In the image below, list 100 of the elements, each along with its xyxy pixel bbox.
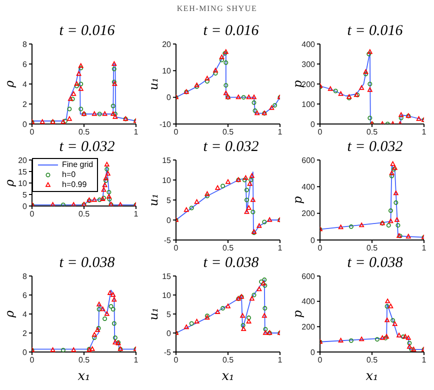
y-tick-label: 0	[166, 216, 172, 225]
point	[66, 116, 72, 121]
point	[78, 63, 84, 68]
point	[213, 68, 218, 73]
point	[78, 106, 84, 112]
point	[50, 202, 56, 206]
chart-title: t = 0.032	[346, 138, 404, 156]
chart-title: t = 0.016	[202, 22, 260, 40]
point	[249, 296, 254, 301]
point	[102, 111, 108, 116]
point	[267, 217, 272, 222]
point	[338, 91, 344, 96]
point	[246, 94, 252, 100]
point	[348, 224, 354, 229]
point	[97, 198, 102, 202]
x-tick-label: 1	[134, 210, 139, 219]
point	[394, 200, 398, 205]
point	[184, 207, 189, 212]
point	[104, 178, 108, 183]
x-tick-label: 0	[30, 356, 35, 365]
point	[389, 170, 394, 176]
y-tick-label: 0	[166, 93, 172, 102]
y-tick-label: 100	[302, 100, 316, 109]
chart-title: t = 0.016	[346, 22, 404, 40]
y-tick-label: 0	[22, 120, 28, 129]
point	[262, 306, 268, 311]
y-tick-label: -10	[159, 120, 172, 129]
x-tick-label: 0.5	[222, 244, 234, 253]
legend-label: Fine grid	[62, 160, 94, 170]
y-tick-label: 200	[302, 322, 316, 332]
y-tick-label: 6	[22, 60, 28, 69]
x-tick-label: 0.5	[366, 128, 378, 137]
y-tick-label: 2	[22, 328, 28, 338]
y-tick-label: 5	[22, 190, 28, 200]
y-axis-title: u₁	[146, 308, 160, 320]
point	[411, 346, 416, 352]
x-tick-label: 1	[278, 244, 283, 253]
point	[390, 174, 394, 178]
y-tick-label: 10	[162, 290, 172, 300]
point	[112, 321, 116, 326]
point	[338, 338, 344, 342]
point	[250, 210, 256, 214]
point	[363, 69, 368, 74]
point	[407, 340, 412, 346]
point	[108, 290, 112, 295]
point	[194, 318, 200, 324]
point	[256, 286, 262, 292]
point	[348, 338, 354, 343]
y-tick-label: 0	[22, 348, 28, 357]
point	[213, 71, 218, 76]
point	[92, 332, 97, 337]
y-tick-label: 15	[162, 272, 172, 281]
point	[272, 103, 278, 108]
point	[220, 184, 226, 188]
point	[392, 167, 396, 172]
point	[252, 94, 256, 100]
y-tick-label: 2	[22, 100, 28, 109]
y-tick-label: 4	[22, 80, 28, 89]
y-tick-label: 15	[162, 156, 172, 165]
point	[367, 49, 372, 54]
point	[104, 166, 110, 172]
point	[254, 110, 260, 116]
point	[368, 116, 372, 120]
point	[220, 306, 226, 311]
point	[96, 307, 102, 312]
point	[338, 224, 344, 230]
point	[249, 173, 254, 178]
point	[50, 347, 56, 352]
point	[241, 95, 246, 100]
point	[359, 85, 364, 90]
point	[384, 304, 390, 309]
point	[398, 112, 404, 117]
point	[204, 76, 210, 81]
y-tick-label: 8	[22, 272, 28, 281]
point	[386, 223, 391, 228]
x-tick-label: 0.5	[78, 356, 90, 365]
point	[74, 81, 80, 86]
point	[269, 105, 274, 110]
x-tick-label: 0	[30, 210, 35, 219]
y-tick-label: 8	[22, 40, 28, 49]
point	[74, 84, 79, 88]
point	[112, 112, 118, 116]
point	[40, 119, 45, 124]
point	[240, 323, 246, 328]
y-tick-label: 200	[302, 209, 316, 218]
point	[384, 318, 390, 322]
chart-title: t = 0.032	[202, 138, 260, 156]
point	[92, 336, 97, 340]
point	[110, 307, 116, 312]
y-tick-label: 600	[302, 272, 316, 281]
point	[367, 87, 372, 92]
point	[112, 336, 118, 340]
x-tick-label: 0	[318, 356, 323, 365]
point	[112, 114, 118, 119]
point	[71, 91, 76, 96]
y-tick-label: 400	[302, 40, 316, 49]
point	[110, 104, 116, 108]
point	[103, 176, 108, 180]
point	[416, 116, 422, 121]
point	[406, 335, 411, 340]
